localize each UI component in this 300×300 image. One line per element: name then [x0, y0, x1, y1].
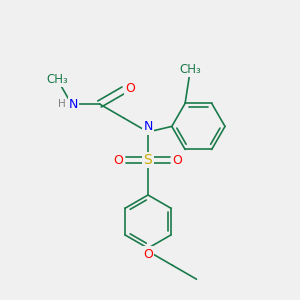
Text: CH₃: CH₃ [46, 73, 68, 86]
Text: O: O [114, 154, 124, 166]
Text: O: O [172, 154, 182, 166]
Text: N: N [143, 121, 153, 134]
Text: S: S [144, 153, 152, 167]
Text: CH₃: CH₃ [179, 63, 201, 76]
Text: O: O [143, 248, 153, 261]
Text: H: H [58, 99, 65, 109]
Text: N: N [69, 98, 78, 110]
Text: O: O [125, 82, 135, 94]
